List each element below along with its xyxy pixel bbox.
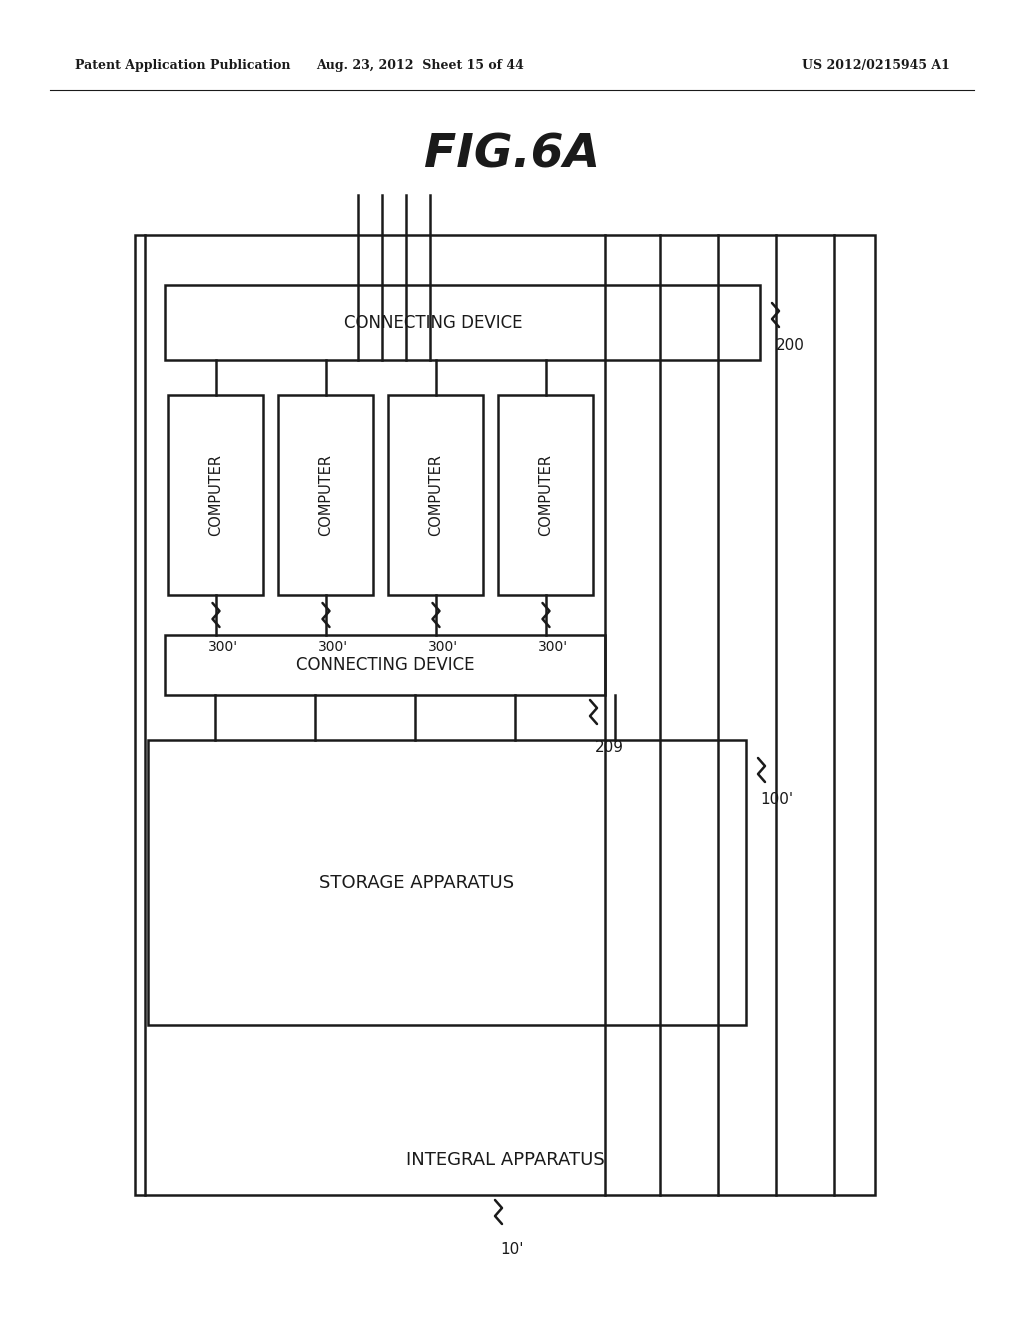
Text: 300': 300': [317, 640, 347, 653]
Text: US 2012/0215945 A1: US 2012/0215945 A1: [802, 58, 950, 71]
Text: 100': 100': [760, 792, 794, 808]
Bar: [165, 285, 760, 360]
Text: 300': 300': [538, 640, 567, 653]
Text: 209: 209: [595, 739, 624, 755]
Bar: [165, 635, 605, 696]
Bar: [388, 395, 483, 595]
Text: 10': 10': [500, 1242, 523, 1258]
Text: Aug. 23, 2012  Sheet 15 of 44: Aug. 23, 2012 Sheet 15 of 44: [316, 58, 524, 71]
Bar: [135, 235, 874, 1195]
Text: FIG.6A: FIG.6A: [424, 132, 600, 177]
Text: CONNECTING DEVICE: CONNECTING DEVICE: [343, 314, 522, 331]
Text: COMPUTER: COMPUTER: [318, 454, 333, 536]
Bar: [168, 395, 263, 595]
Text: Patent Application Publication: Patent Application Publication: [75, 58, 291, 71]
Bar: [498, 395, 593, 595]
Text: 300': 300': [427, 640, 458, 653]
Text: COMPUTER: COMPUTER: [208, 454, 223, 536]
Text: STORAGE APPARATUS: STORAGE APPARATUS: [319, 874, 515, 891]
Text: INTEGRAL APPARATUS: INTEGRAL APPARATUS: [406, 1151, 604, 1170]
Text: CONNECTING DEVICE: CONNECTING DEVICE: [296, 656, 474, 675]
Text: 200: 200: [776, 338, 805, 352]
Text: COMPUTER: COMPUTER: [428, 454, 443, 536]
Text: 300': 300': [208, 640, 238, 653]
Bar: [148, 741, 746, 1026]
Text: COMPUTER: COMPUTER: [538, 454, 553, 536]
Bar: [278, 395, 373, 595]
